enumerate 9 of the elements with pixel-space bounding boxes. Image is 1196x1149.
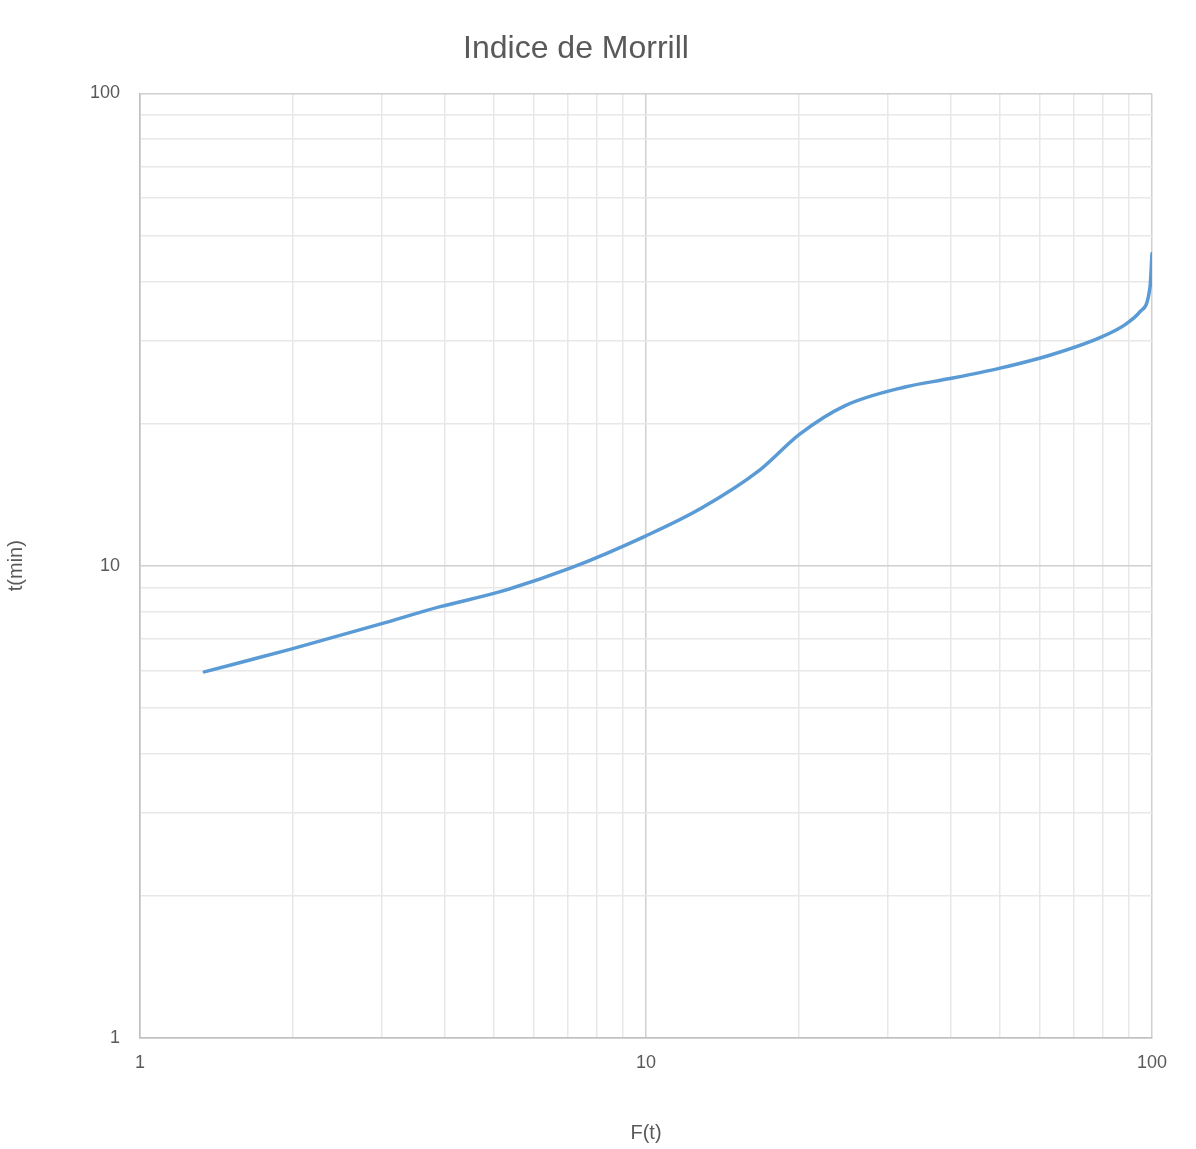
- y-tick-label: 10: [99, 554, 120, 575]
- x-tick-label: 1: [134, 1051, 146, 1072]
- chart-title: Indice de Morrill: [463, 29, 689, 66]
- y-tick-label: 1: [109, 1026, 120, 1047]
- y-axis-title: t(min): [3, 540, 26, 592]
- x-tick-label: 10: [635, 1051, 657, 1072]
- x-axis-title: F(t): [630, 1120, 662, 1143]
- x-tick-label: 100: [1136, 1051, 1168, 1072]
- y-tick-label: 100: [89, 82, 120, 103]
